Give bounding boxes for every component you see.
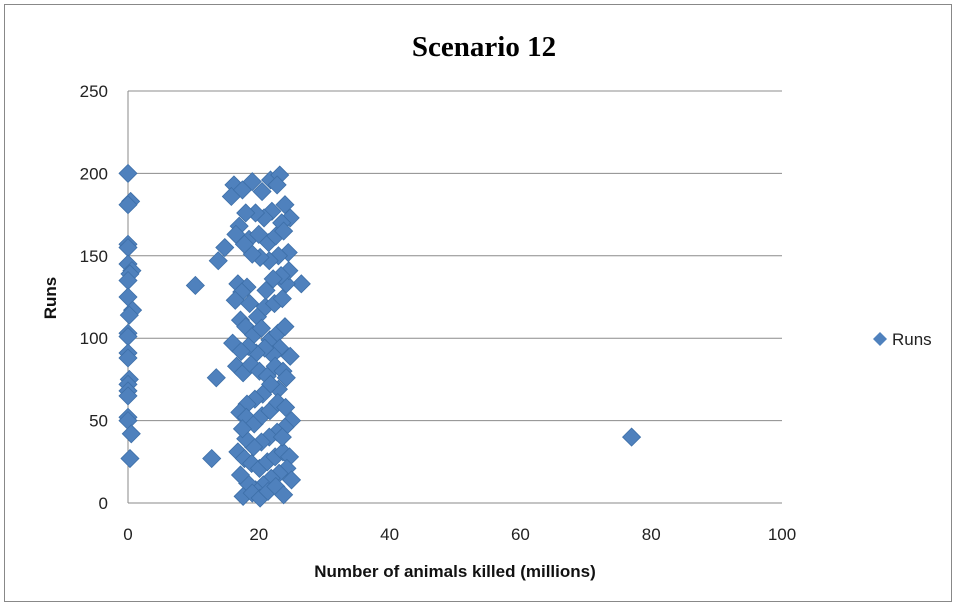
data-point (118, 348, 138, 368)
data-point (118, 386, 138, 406)
data-point (118, 195, 138, 215)
data-point (256, 280, 276, 300)
data-point (185, 275, 205, 296)
data-point (276, 368, 296, 388)
x-tick-label: 0 (123, 525, 132, 544)
y-tick-label: 50 (89, 412, 108, 431)
x-tick-label: 100 (768, 525, 796, 544)
y-axis-label: Runs (41, 277, 60, 320)
x-axis-label: Number of animals killed (millions) (314, 562, 596, 581)
data-point (121, 424, 141, 444)
data-point (215, 237, 235, 258)
data-point (263, 269, 283, 289)
x-tick-label: 80 (642, 525, 661, 544)
chart-title: Scenario 12 (412, 31, 556, 63)
y-tick-label: 0 (99, 494, 108, 513)
data-point (275, 317, 295, 337)
legend-label: Runs (892, 330, 932, 349)
data-point (274, 221, 294, 241)
data-point (291, 274, 311, 294)
data-point (202, 448, 222, 469)
data-point (281, 470, 302, 490)
data-point (267, 175, 287, 195)
data-point (230, 465, 251, 485)
gridlines (128, 90, 782, 504)
y-tick-label: 100 (80, 329, 108, 348)
data-point (206, 368, 226, 388)
data-points (118, 163, 642, 508)
data-point (225, 290, 245, 310)
legend: Runs (873, 330, 932, 349)
y-tick-label: 200 (80, 164, 108, 183)
data-point (232, 419, 253, 439)
x-tick-label: 60 (511, 525, 530, 544)
data-point (252, 181, 272, 202)
data-point (251, 318, 271, 338)
y-tick-label: 250 (80, 82, 108, 101)
chart-frame (4, 4, 952, 602)
x-tick-label: 20 (249, 525, 268, 544)
data-point (280, 346, 300, 366)
data-point (120, 448, 140, 469)
data-point (236, 203, 256, 223)
data-point (272, 427, 292, 447)
data-point (119, 305, 139, 325)
data-point (242, 172, 262, 192)
data-point (234, 234, 254, 254)
data-point (231, 341, 251, 361)
data-point (274, 485, 294, 505)
data-point (622, 427, 642, 447)
data-point (242, 483, 262, 503)
data-point (208, 251, 228, 271)
data-point (276, 397, 296, 417)
data-point (240, 294, 260, 314)
data-point (251, 432, 271, 452)
data-point (118, 163, 138, 183)
legend-marker-icon (873, 332, 887, 346)
x-tick-label: 40 (380, 525, 399, 544)
y-tick-label: 150 (80, 247, 108, 266)
data-point (272, 289, 292, 309)
y-tick-labels: 0 50 100 150 200 250 (80, 82, 108, 513)
x-tick-labels: 0 20 40 60 80 100 (123, 525, 796, 544)
